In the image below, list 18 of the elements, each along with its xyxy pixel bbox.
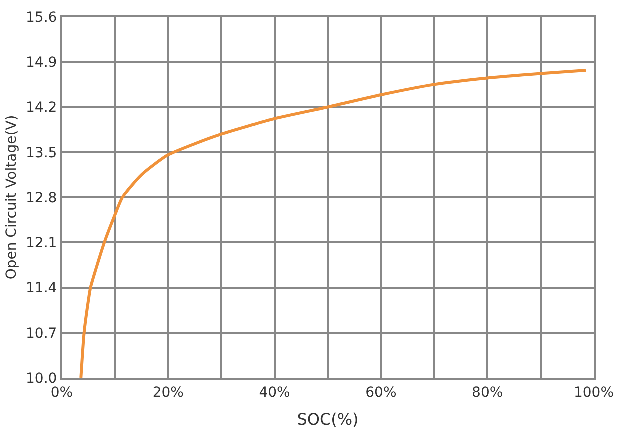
y-tick-label: 14.2 — [26, 100, 58, 116]
x-tick-label: 0% — [50, 384, 74, 401]
y-tick-label: 10.0 — [26, 370, 58, 387]
x-tick-label: 20% — [152, 384, 184, 401]
x-tick-label: 100% — [574, 384, 614, 401]
y-tick-label: 12.8 — [26, 190, 58, 206]
y-tick-label: 12.1 — [26, 236, 58, 252]
y-tick-label: 11.4 — [26, 280, 58, 297]
line-series — [80, 69, 588, 378]
y-tick-label: 10.7 — [26, 326, 58, 342]
y-axis-title: Open Circuit Voltage(V) — [4, 115, 20, 280]
y-tick-label: 14.9 — [26, 55, 58, 72]
x-tick-label: 80% — [472, 384, 504, 401]
y-tick-label: 15.6 — [26, 10, 58, 26]
x-axis-title: SOC(%) — [297, 410, 359, 429]
x-tick-label: 40% — [259, 384, 290, 401]
x-tick-label: 60% — [366, 384, 397, 401]
y-tick-label: 13.5 — [26, 145, 58, 162]
